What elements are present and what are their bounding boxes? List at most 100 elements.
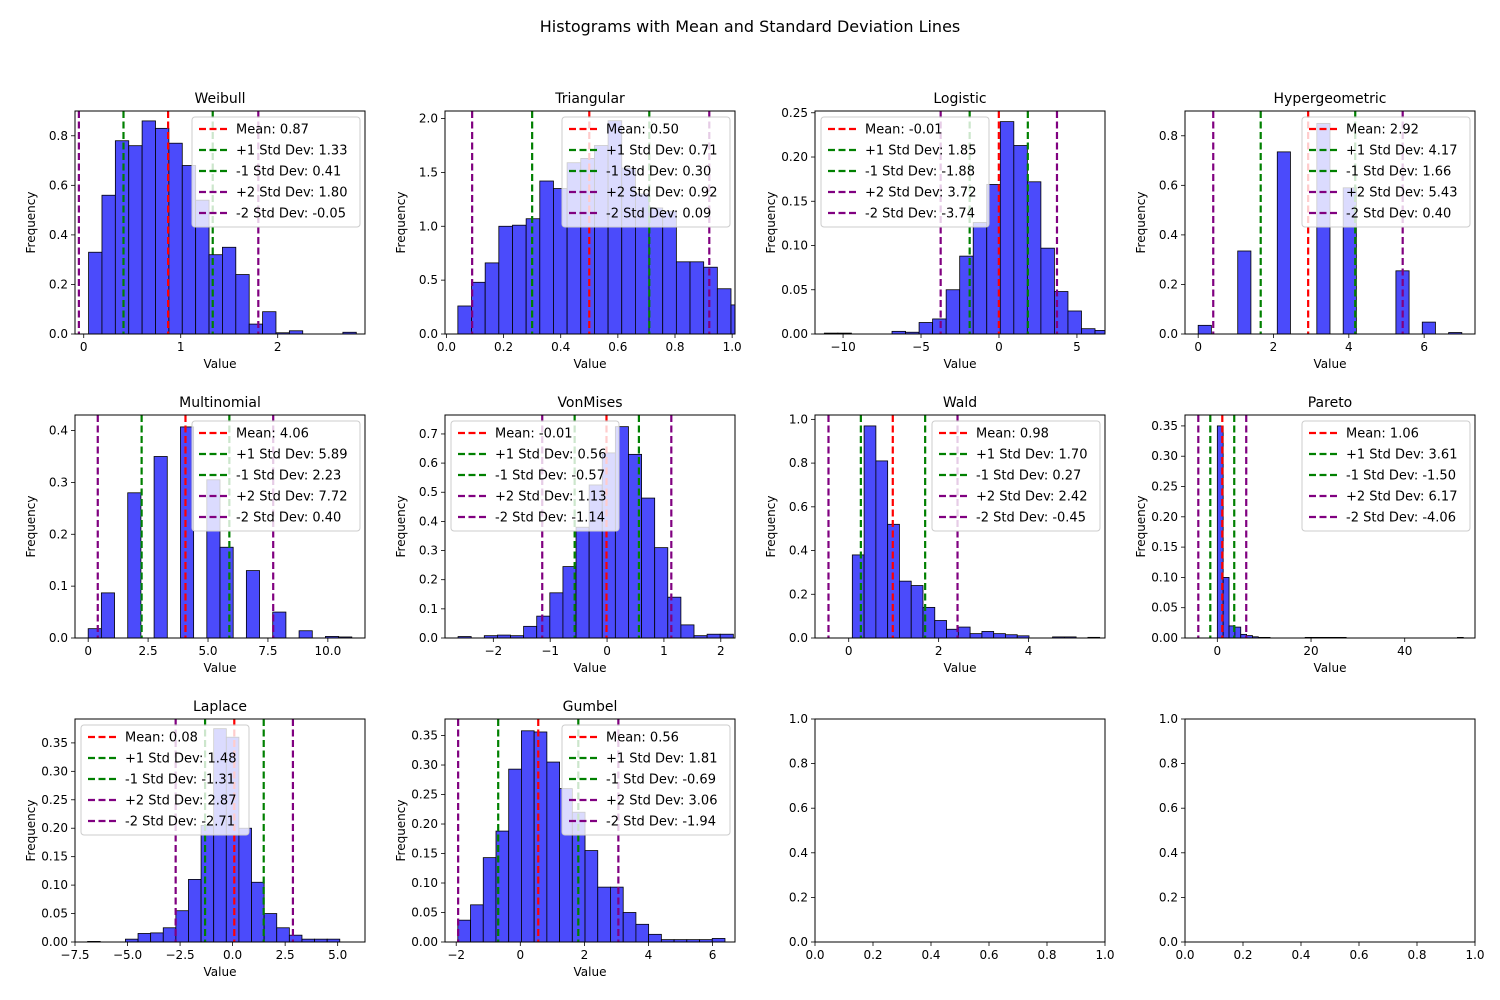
x-tick-label: 0.6 [608, 340, 627, 354]
x-tick-label: 0 [1214, 644, 1222, 658]
legend-label: Mean: 1.06 [1346, 427, 1419, 442]
y-tick-label: 0.20 [41, 821, 68, 835]
histogram-bar [703, 266, 718, 334]
y-tick-label: 0.00 [781, 327, 808, 341]
legend-label: -1 Std Dev: 0.41 [236, 165, 341, 180]
y-axis-label: Frequency [764, 496, 778, 558]
histogram-bar [863, 425, 877, 638]
subplot-vonmises: −2 −1 0 1 2 0.0 0.1 0.2 0.3 0.4 0.5 0.6 0.7 VonMises V… [394, 395, 736, 675]
y-tick-label: 1.0 [1159, 712, 1178, 726]
histogram-bar [969, 633, 983, 638]
histogram-bar [272, 611, 287, 638]
legend-box [1301, 420, 1471, 532]
legend-label: +1 Std Dev: 1.48 [125, 752, 236, 767]
y-tick-label: 0.4 [789, 544, 808, 558]
y-tick-label: 0.0 [419, 631, 438, 645]
x-tick-label: 0 [603, 644, 611, 658]
axes-frame [74, 718, 366, 943]
legend-label: -2 Std Dev: -2.71 [125, 815, 235, 830]
histogram-bars [823, 121, 1105, 334]
legend-label: -1 Std Dev: 0.30 [606, 165, 711, 180]
y-tick-label: 0.15 [1151, 540, 1178, 554]
axes-frame [814, 110, 1106, 335]
y-tick-label: 0.0 [49, 631, 68, 645]
subplot-logistic: −10 −5 0 5 0.00 0.05 0.10 0.15 0.20 0.25 Logistic V… [764, 91, 1106, 371]
histogram-bar [1013, 145, 1028, 334]
y-axis-label: Frequency [1134, 496, 1148, 558]
y-tick-label: 0.8 [49, 129, 68, 143]
y-tick-label: 0.30 [1151, 449, 1178, 463]
legend-box [450, 420, 620, 532]
histogram-bar [168, 142, 183, 334]
y-tick-label: 0.2 [1159, 277, 1178, 291]
histogram-bar [523, 625, 538, 638]
histogram-bar [648, 933, 662, 942]
histogram-bar [546, 761, 560, 942]
legend-label: +1 Std Dev: 1.81 [606, 752, 717, 767]
histogram-bar [127, 492, 142, 638]
legend-label: +1 Std Dev: 1.70 [976, 448, 1087, 463]
x-tick-label: 6 [1420, 340, 1428, 354]
histogram-bar [180, 426, 195, 638]
legend-box [561, 116, 731, 228]
histogram-bar [1081, 328, 1096, 334]
legend-label: Mean: 0.08 [125, 731, 198, 746]
histogram-bar [610, 886, 624, 942]
histogram-bar [981, 631, 995, 638]
histogram-bar [484, 262, 500, 334]
histogram-bar [188, 879, 202, 942]
y-tick-label: 0.2 [789, 587, 808, 601]
histogram-bar [1421, 321, 1436, 334]
histogram-bar [100, 592, 115, 638]
legend-box [1301, 116, 1471, 228]
x-tick-label: 0.6 [979, 948, 998, 962]
x-tick-label: 6 [709, 948, 717, 962]
y-tick-label: 0.30 [411, 758, 438, 772]
y-tick-label: 0.4 [789, 846, 808, 860]
histogram-bar [999, 121, 1015, 334]
y-tick-label: 0.2 [1159, 890, 1178, 904]
x-axis-label: Value [204, 661, 237, 675]
legend-label: Mean: -0.01 [865, 123, 943, 138]
subplot-gumbel: −2 0 2 4 6 0.00 0.05 0.10 0.15 0.20 0.25 0.30 0.35 Gu… [394, 699, 736, 979]
histogram-bar [155, 127, 170, 334]
x-tick-label: 2 [717, 644, 725, 658]
legend-label: -1 Std Dev: -1.50 [1346, 469, 1456, 484]
legend-label: Mean: 0.98 [976, 427, 1049, 442]
histogram-bar [539, 180, 554, 334]
legend-box [561, 724, 731, 836]
histogram-bars [88, 120, 357, 334]
histogram-bar [521, 730, 535, 942]
x-axis-label: Value [1314, 357, 1347, 371]
axes-frame [814, 718, 1106, 943]
x-tick-label: 0.4 [921, 948, 940, 962]
legend-label: Mean: 2.92 [1346, 123, 1419, 138]
histogram-bar [137, 933, 152, 942]
y-tick-label: 0.8 [1159, 757, 1178, 771]
histogram-bar [162, 927, 177, 942]
x-tick-label: 20 [1303, 644, 1318, 658]
x-tick-label: −2 [484, 644, 502, 658]
legend: Mean: -0.01 +1 Std Dev: 1.85 -1 Std Dev: -… [820, 116, 990, 228]
histogram-bar [689, 261, 705, 334]
histogram-bar [932, 318, 947, 334]
x-tick-label: 1 [660, 644, 668, 658]
legend-label: -2 Std Dev: -1.14 [495, 511, 605, 526]
y-tick-label: 0.6 [789, 801, 808, 815]
legend-label: Mean: 0.50 [606, 123, 679, 138]
legend-label: -1 Std Dev: -1.88 [865, 165, 975, 180]
x-tick-label: 5.0 [328, 948, 347, 962]
axes-frame [1184, 414, 1476, 639]
legend-label: Mean: -0.01 [495, 427, 573, 442]
histogram-bar [276, 927, 290, 942]
y-axis-label: Frequency [394, 800, 408, 862]
x-tick-label: 1.0 [1095, 948, 1114, 962]
histogram-bar [667, 596, 682, 638]
y-tick-label: 0.00 [411, 935, 438, 949]
y-tick-label: 0.05 [41, 907, 68, 921]
x-tick-label: 0 [84, 644, 92, 658]
x-tick-label: 1 [177, 340, 185, 354]
x-axis-label: Value [204, 357, 237, 371]
reference-lines [1197, 415, 1248, 638]
histogram-bar [1026, 181, 1042, 334]
